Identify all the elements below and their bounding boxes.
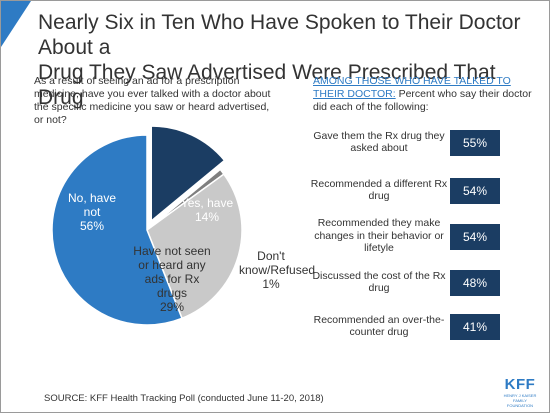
- corner-accent: [1, 1, 31, 47]
- pie-label-dont-know-value: 1%: [262, 277, 280, 291]
- bar-section-header-underlined: AMONG THOSE WHO HAVE TALKED TO THEIR DOC…: [313, 75, 511, 100]
- pie-label-yes-have-text: Yes, have: [180, 196, 234, 210]
- page-title: Nearly Six in Ten Who Have Spoken to The…: [38, 10, 538, 110]
- source-note: SOURCE: KFF Health Tracking Poll (conduc…: [44, 393, 324, 404]
- bar-category-label: Recommended they make changes in their b…: [314, 217, 444, 255]
- bar-row: Discussed the cost of the Rx drug 48%: [310, 262, 500, 302]
- bar-row: Gave them the Rx drug they asked about 5…: [310, 122, 500, 162]
- pie-slice-no-have-not: [51, 134, 183, 326]
- bar-value-box: 54%: [450, 224, 500, 250]
- pie-label-dont-know: Don't know/Refused 1%: [236, 249, 316, 291]
- bar-value-box: 55%: [450, 130, 500, 156]
- bar-row: Recommended an over-the-counter drug 41%: [310, 306, 500, 346]
- pie-label-no-have-not-value: 56%: [79, 219, 105, 233]
- bar-section-header-rest: Percent who say their doctor did each of…: [313, 88, 532, 113]
- pie-label-not-seen: Have not seen or heard any ads for Rx dr…: [124, 244, 220, 314]
- bar-category-label: Recommended an over-the-counter drug: [313, 313, 445, 339]
- bar-section-header: AMONG THOSE WHO HAVE TALKED TO THEIR DOC…: [313, 75, 538, 114]
- bar-value-box: 48%: [450, 270, 500, 296]
- pie-slice-not-seen: [146, 173, 243, 320]
- bar-row: Recommended they make changes in their b…: [310, 216, 500, 256]
- bar-row: Recommended a different Rx drug 54%: [310, 170, 500, 210]
- bar-category-label: Discussed the cost of the Rx drug: [312, 269, 446, 295]
- pie-slice-yes-have: [150, 125, 226, 223]
- survey-question: As a result of seeing an ad for a prescr…: [34, 75, 271, 126]
- pie-label-yes-have: Yes, have 14%: [172, 196, 242, 224]
- title-line-2: Drug They Saw Advertised Were Prescribed…: [38, 61, 496, 109]
- pie-label-yes-have-value: 14%: [194, 210, 220, 224]
- kff-logo-subtext: HENRY J KAISER FAMILY FOUNDATION: [503, 393, 537, 408]
- bar-category-label: Recommended a different Rx drug: [310, 177, 448, 203]
- pie-label-dont-know-text: Don't know/Refused: [239, 249, 316, 277]
- bar-category-label: Gave them the Rx drug they asked about: [313, 129, 445, 155]
- pie-label-no-have-not-text: No, have not: [67, 191, 117, 219]
- bar-value-box: 41%: [450, 314, 500, 340]
- pie-label-not-seen-value: 29%: [159, 300, 185, 314]
- bar-value-box: 54%: [450, 178, 500, 204]
- kff-logo: KFF HENRY J KAISER FAMILY FOUNDATION: [500, 376, 540, 409]
- title-line-1: Nearly Six in Ten Who Have Spoken to The…: [38, 11, 521, 59]
- pie-label-no-have-not: No, have not 56%: [52, 191, 132, 233]
- pie-label-not-seen-text: Have not seen or heard any ads for Rx dr…: [133, 244, 211, 300]
- kff-logo-text: KFF: [504, 376, 536, 393]
